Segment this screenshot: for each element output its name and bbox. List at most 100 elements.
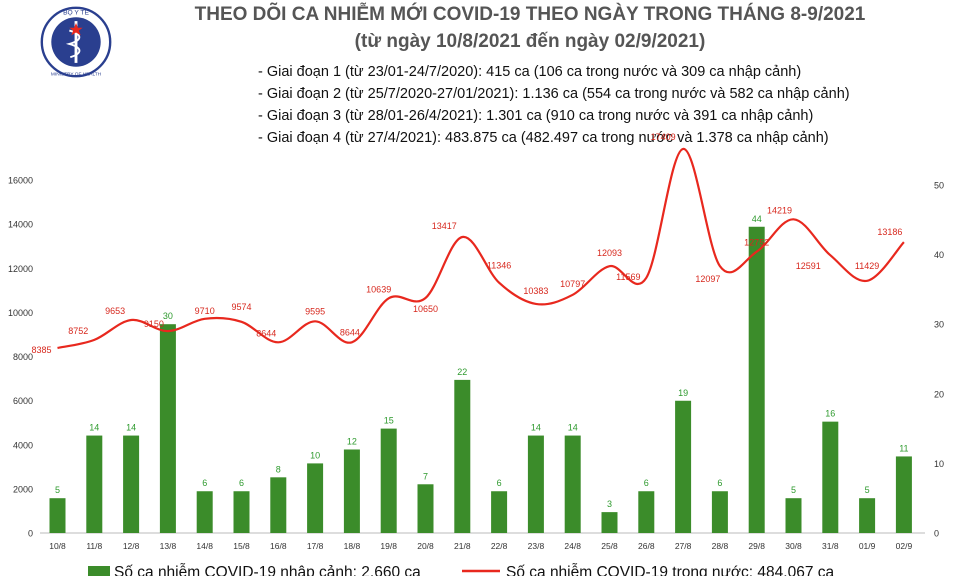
bar — [343, 449, 360, 533]
y-right-tick-label: 40 — [934, 250, 944, 260]
bar — [527, 435, 544, 533]
line-value-label: 9150 — [144, 319, 164, 329]
line-value-label: 10383 — [523, 286, 548, 296]
y-left-tick-label: 12000 — [8, 264, 33, 274]
x-tick-label: 02/9 — [896, 541, 913, 551]
y-left-tick-label: 2000 — [13, 484, 33, 494]
bar — [380, 428, 397, 533]
y-left-tick-label: 14000 — [8, 220, 33, 230]
x-tick-label: 13/8 — [160, 541, 177, 551]
line-value-label: 8644 — [256, 328, 276, 338]
line-value-label: 9710 — [195, 306, 215, 316]
line-value-label: 8752 — [68, 326, 88, 336]
y-left-tick-label: 10000 — [8, 308, 33, 318]
x-tick-label: 10/8 — [49, 541, 66, 551]
bar-value-label: 12 — [347, 436, 357, 446]
x-tick-label: 29/8 — [748, 541, 765, 551]
bar — [454, 379, 471, 533]
x-tick-label: 14/8 — [196, 541, 213, 551]
bar-value-label: 5 — [55, 485, 60, 495]
line-value-label: 17409 — [651, 132, 676, 142]
line-value-label: 11569 — [616, 272, 640, 282]
line-value-label: 11346 — [487, 261, 511, 271]
bar — [491, 491, 508, 533]
x-tick-label: 23/8 — [528, 541, 545, 551]
bar-value-label: 30 — [163, 311, 173, 321]
chart-subtitle: (từ ngày 10/8/2021 đến ngày 02/9/2021) — [354, 31, 706, 52]
line-value-label: 12097 — [695, 274, 720, 284]
line-value-label: 12591 — [796, 261, 821, 271]
y-left-tick-label: 4000 — [13, 440, 33, 450]
x-tick-label: 11/8 — [86, 541, 102, 551]
x-tick-label: 25/8 — [601, 541, 618, 551]
x-tick-label: 24/8 — [564, 541, 581, 551]
bar-value-label: 6 — [717, 478, 722, 488]
phase-item: - Giai đoạn 3 (từ 28/01-26/4/2021): 1.30… — [258, 108, 814, 124]
bar-value-label: 8 — [276, 464, 281, 474]
bar — [564, 435, 581, 533]
bar-value-label: 5 — [865, 485, 870, 495]
x-tick-label: 20/8 — [417, 541, 434, 551]
bar — [270, 477, 287, 533]
bar — [417, 484, 434, 533]
line-value-label: 9653 — [105, 306, 125, 316]
y-right-tick-label: 10 — [934, 459, 944, 469]
phase-item: - Giai đoạn 1 (từ 23/01-24/7/2020): 415 … — [258, 64, 802, 80]
y-left-tick-label: 6000 — [13, 396, 33, 406]
line-value-label: 9595 — [305, 306, 325, 316]
chart-title: THEO DÕI CA NHIỄM MỚI COVID-19 THEO NGÀY… — [194, 4, 866, 25]
bar — [123, 435, 140, 533]
line-value-label: 12093 — [597, 248, 622, 258]
bar-value-label: 6 — [202, 478, 207, 488]
line-value-label: 13417 — [432, 221, 457, 231]
bar — [675, 400, 692, 533]
bar-value-label: 16 — [825, 409, 835, 419]
legend-bar-swatch — [88, 566, 110, 576]
line-value-label: 13186 — [877, 227, 902, 237]
x-tick-label: 18/8 — [344, 541, 361, 551]
y-left-tick-label: 0 — [28, 529, 33, 539]
line-value-label: 11429 — [855, 261, 879, 271]
bar-value-label: 22 — [457, 367, 467, 377]
bar-value-label: 14 — [89, 423, 99, 433]
bar-value-label: 6 — [239, 478, 244, 488]
legend-line-label: Số ca nhiễm COVID-19 trong nước: 484.067… — [506, 564, 835, 576]
bar — [785, 498, 802, 533]
y-right-tick-label: 0 — [934, 529, 939, 539]
line-value-label: 9574 — [231, 302, 251, 312]
bar-value-label: 14 — [531, 423, 541, 433]
bar-value-label: 7 — [423, 471, 428, 481]
bar-value-label: 14 — [126, 423, 136, 433]
bar-value-label: 10 — [310, 450, 320, 460]
line-value-label: 8385 — [31, 345, 51, 355]
logo-text-top: BỘ Y TẾ — [63, 6, 89, 16]
line-value-label: 10650 — [413, 304, 438, 314]
bar-value-label: 19 — [678, 388, 688, 398]
x-tick-label: 22/8 — [491, 541, 508, 551]
bar — [711, 491, 728, 533]
x-tick-label: 31/8 — [822, 541, 839, 551]
y-right-tick-label: 30 — [934, 320, 944, 330]
bar — [895, 456, 912, 533]
bar — [748, 226, 765, 533]
bar-value-label: 15 — [384, 416, 394, 426]
x-tick-label: 16/8 — [270, 541, 287, 551]
line-value-label: 10797 — [560, 279, 585, 289]
bar — [233, 491, 250, 533]
line-value-label: 10639 — [366, 284, 391, 294]
legend-bar-label: Số ca nhiễm COVID-19 nhập cảnh: 2.660 ca — [114, 564, 421, 576]
phase-item: - Giai đoạn 2 (từ 25/7/2020-27/01/2021):… — [258, 86, 850, 102]
line-value-label: 12752 — [744, 238, 769, 248]
bar — [822, 421, 839, 533]
y-left-tick-label: 8000 — [13, 352, 33, 362]
ministry-of-health-logo: BỘ Y TẾ MINISTRY OF HEALTH — [40, 6, 112, 78]
bar-value-label: 14 — [568, 423, 578, 433]
bar — [49, 498, 66, 533]
bar — [159, 324, 176, 533]
bar — [196, 491, 213, 533]
domestic-cases-line — [57, 147, 905, 350]
x-tick-label: 15/8 — [233, 541, 250, 551]
x-tick-label: 01/9 — [859, 541, 876, 551]
x-tick-label: 30/8 — [785, 541, 802, 551]
